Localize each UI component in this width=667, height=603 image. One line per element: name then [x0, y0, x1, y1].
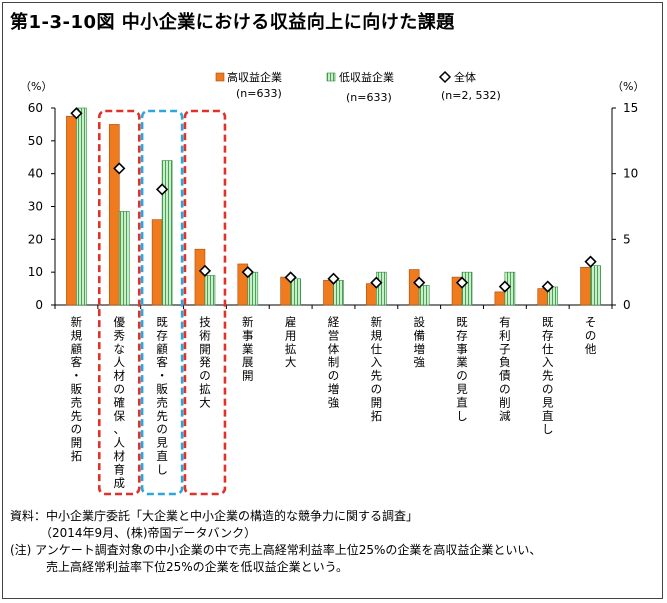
category-label: 既存事業の見直し [456, 315, 468, 423]
source-notes: 資料：中小企業庁委託「大企業と中小企業の構造的な競争力に関する調査」 （2014… [10, 508, 541, 576]
category-label: 新事業展開 [242, 315, 254, 383]
bar-low-profit [118, 211, 130, 306]
bar-low-profit [590, 265, 601, 306]
marker-total [370, 276, 383, 289]
bar-chart: 0 10 20 30 40 50 60 0 5 10 15 （%） （%） 高収益企業 (n=633) 低収… [20, 70, 644, 496]
legend: 高収益企業 (n=633) 低収益企業 (n=633) 全体 (n=2, 532) [215, 70, 501, 104]
y-tick-label-left: 20 [28, 232, 43, 246]
bar-low-profit [418, 284, 430, 306]
bar-high-profit [494, 291, 506, 306]
category-label: 既存顧客・販売先の見直し [156, 315, 168, 476]
marker-total [327, 272, 340, 285]
y-tick-label-right: 10 [623, 167, 638, 181]
legend-label-total: 全体 [454, 70, 476, 84]
marker-total [498, 280, 512, 293]
y-unit-left: （%） [20, 80, 52, 93]
category-label: 設備増強 [413, 315, 425, 369]
bar-high-profit [66, 115, 77, 306]
y-unit-right: （%） [612, 80, 644, 93]
highlight-box [97, 109, 141, 496]
y-tick-label-left: 50 [28, 134, 43, 148]
category-label: 技術開発の拡大 [199, 315, 211, 409]
legend-marker-total [438, 70, 452, 84]
marker-total [284, 271, 297, 284]
y-tick-label-left: 30 [28, 200, 43, 214]
marker-total [198, 264, 212, 277]
category-label: その他 [585, 315, 597, 356]
note-line: 資料：中小企業庁委託「大企業と中小企業の構造的な競争力に関する調査」 [10, 509, 419, 523]
marker-total [113, 162, 126, 175]
y-tick-label-right: 15 [623, 101, 638, 115]
bar-high-profit [194, 248, 206, 306]
marker-total [70, 107, 83, 120]
y-tick-label-left: 60 [28, 101, 43, 115]
marker-total [155, 183, 169, 196]
bar-high-profit [108, 124, 120, 306]
category-label: 新規仕入先の開拓 [371, 315, 383, 423]
bar-low-profit [161, 160, 173, 306]
category-labels: 新規顧客・販売先の開拓 優秀な人材の確保、人材育成 既存顧客・販売先の見直し 技術開発… [71, 315, 597, 490]
marker-total [413, 276, 426, 289]
bar-high-profit [323, 280, 334, 306]
legend-swatch-high [215, 72, 225, 82]
category-label: 経営体制の増強 [328, 315, 340, 409]
bar-low-profit [376, 271, 387, 306]
note-line: （2014年9月、(株)帝国データバンク） [10, 526, 257, 540]
category-label: 既存仕入先の見直し [542, 315, 554, 436]
legend-swatch-low [326, 72, 336, 82]
bars-layer [66, 107, 601, 306]
note-line: (注) アンケート調査対象の中小企業の中で売上高経常利益率上位25%の企業を高収… [10, 543, 542, 557]
bar-low-profit [76, 107, 87, 306]
category-label: 優秀な人材の確保、人材育成 [114, 315, 126, 490]
category-label: 有利子負債の削減 [499, 315, 511, 423]
marker-total [241, 266, 254, 279]
y-tick-label-left: 0 [35, 298, 43, 312]
figure-title: 第1-3-10図 中小企業における収益向上に向けた課題 [10, 12, 455, 33]
marker-total [455, 276, 469, 289]
category-label: 雇用拡大 [285, 315, 297, 369]
legend-label-high: 高収益企業 [227, 70, 282, 84]
legend-sub-total: (n=2, 532) [441, 89, 501, 102]
legend-sub-high: (n=633) [236, 87, 282, 100]
bar-low-profit [333, 280, 344, 306]
y-tick-label-left: 10 [28, 265, 43, 279]
note-line: 売上高経常利益率下位25%の企業を低収益企業という。 [10, 560, 348, 574]
bar-low-profit [204, 275, 216, 306]
marker-total [541, 280, 554, 293]
marker-total [584, 255, 597, 268]
bar-low-profit [290, 278, 301, 306]
markers-layer [70, 107, 597, 293]
bar-high-profit [151, 219, 163, 306]
bar-low-profit [247, 271, 259, 306]
bar-high-profit [580, 266, 591, 306]
highlight-box [140, 109, 184, 496]
y-tick-label-right: 0 [623, 298, 631, 312]
y-tick-label-right: 5 [623, 232, 631, 246]
legend-label-low: 低収益企業 [339, 70, 394, 84]
highlight-box [183, 109, 227, 496]
category-label: 新規顧客・販売先の開拓 [71, 315, 83, 463]
legend-sub-low: (n=633) [346, 91, 392, 104]
y-tick-label-left: 40 [28, 167, 43, 181]
highlights-layer [97, 109, 227, 496]
bar-low-profit [461, 271, 473, 306]
